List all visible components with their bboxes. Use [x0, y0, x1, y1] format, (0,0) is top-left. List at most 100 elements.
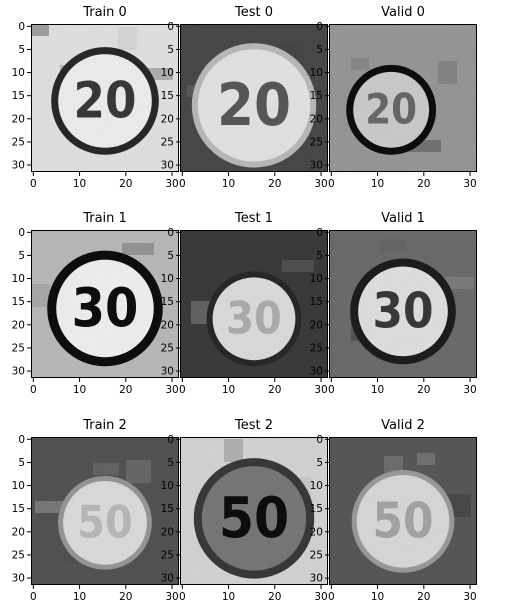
- x-tick-label: 10: [73, 384, 86, 396]
- y-tick-label: 5: [18, 457, 25, 469]
- x-tick-label: 0: [30, 591, 37, 603]
- x-tick-label: 30: [314, 178, 327, 190]
- y-tick-label: 15: [310, 503, 323, 515]
- sign-number: 20: [365, 86, 417, 134]
- x-tick-label: 0: [179, 384, 186, 396]
- y-tick-label: 20: [12, 526, 25, 538]
- y-tick-label: 0: [167, 434, 174, 446]
- x-tick-label: 20: [417, 178, 430, 190]
- axes-frame: [180, 24, 328, 172]
- y-tick-label: 30: [310, 573, 323, 585]
- y-tick-label: 25: [161, 549, 174, 561]
- y-tick-label: 5: [316, 44, 323, 56]
- x-tick-label: 10: [222, 384, 235, 396]
- y-tick-label: 5: [167, 250, 174, 262]
- y-tick-label: 20: [161, 526, 174, 538]
- sign-image: 30: [180, 230, 328, 378]
- x-tick-label: 30: [165, 384, 178, 396]
- y-tick-label: 30: [12, 160, 25, 172]
- sign-image: 50: [329, 437, 477, 585]
- x-tick-label: 0: [30, 178, 37, 190]
- y-tick-label: 10: [310, 67, 323, 79]
- y-tick-label: 30: [12, 573, 25, 585]
- y-tick-label: 5: [316, 457, 323, 469]
- sign-image: 50: [180, 437, 328, 585]
- x-tick-label: 20: [119, 384, 132, 396]
- sign-number: 20: [74, 71, 137, 130]
- sign-number: 50: [77, 497, 133, 548]
- axes-frame: [31, 230, 179, 378]
- axes-frame: [31, 24, 179, 172]
- y-tick-label: 15: [310, 296, 323, 308]
- y-tick-label: 5: [316, 250, 323, 262]
- axes-frame: [180, 230, 328, 378]
- y-tick-label: 0: [18, 227, 25, 239]
- y-tick-label: 10: [12, 480, 25, 492]
- y-tick-label: 20: [310, 526, 323, 538]
- x-tick-label: 10: [371, 384, 384, 396]
- y-tick-label: 25: [310, 342, 323, 354]
- y-tick-label: 10: [161, 67, 174, 79]
- sign-number: 30: [372, 283, 433, 340]
- y-tick-label: 15: [161, 90, 174, 102]
- panel-title: Train 0: [82, 5, 127, 20]
- axes-frame: [329, 24, 477, 172]
- sign-image: 30: [31, 230, 179, 378]
- panel-title: Valid 1: [381, 211, 425, 226]
- y-tick-label: 10: [12, 273, 25, 285]
- panel-train-1: Train 1 30 0 10 20 30 0 5 10 15 20 25 30: [12, 211, 179, 396]
- y-tick-label: 0: [167, 227, 174, 239]
- sign-image: 50: [31, 437, 179, 585]
- y-tick-label: 30: [310, 366, 323, 378]
- panel-title: Valid 0: [381, 5, 425, 20]
- sign-image: 30: [329, 230, 477, 378]
- axes-frame: [31, 437, 179, 585]
- y-tick-label: 20: [161, 319, 174, 331]
- y-tick-label: 20: [310, 319, 323, 331]
- panel-title: Train 1: [82, 211, 127, 226]
- y-tick-label: 20: [12, 113, 25, 125]
- sign-image: 20: [31, 24, 179, 172]
- y-tick-label: 10: [12, 67, 25, 79]
- y-tick-label: 0: [316, 227, 323, 239]
- panel-train-0: Train 0 20 0 10 20 30 0 5 10 15 20 25 30: [12, 5, 179, 190]
- panel-title: Test 2: [234, 418, 273, 433]
- x-tick-label: 30: [463, 384, 476, 396]
- panel-title: Test 0: [234, 5, 273, 20]
- axes-frame: [329, 230, 477, 378]
- x-tick-label: 0: [179, 591, 186, 603]
- sign-number: 30: [72, 277, 139, 339]
- x-tick-label: 30: [463, 178, 476, 190]
- sign-image: 20: [329, 24, 477, 172]
- x-tick-label: 30: [314, 384, 327, 396]
- x-tick-label: 10: [371, 178, 384, 190]
- sign-number: 30: [226, 293, 282, 344]
- y-tick-label: 0: [18, 434, 25, 446]
- y-tick-label: 30: [310, 160, 323, 172]
- x-tick-label: 20: [268, 384, 281, 396]
- y-tick-label: 10: [310, 480, 323, 492]
- x-tick-label: 20: [268, 178, 281, 190]
- y-tick-label: 25: [161, 136, 174, 148]
- x-tick-label: 30: [314, 591, 327, 603]
- y-tick-label: 25: [12, 342, 25, 354]
- y-tick-label: 0: [167, 21, 174, 33]
- y-tick-label: 25: [12, 136, 25, 148]
- axes-frame: [329, 437, 477, 585]
- y-tick-label: 15: [12, 90, 25, 102]
- panel-title: Train 2: [82, 418, 127, 433]
- x-tick-label: 10: [371, 591, 384, 603]
- y-tick-label: 15: [161, 296, 174, 308]
- y-tick-label: 30: [12, 366, 25, 378]
- y-tick-label: 20: [310, 113, 323, 125]
- x-tick-label: 20: [417, 591, 430, 603]
- x-tick-label: 30: [463, 591, 476, 603]
- y-tick-label: 5: [18, 250, 25, 262]
- x-tick-label: 10: [73, 591, 86, 603]
